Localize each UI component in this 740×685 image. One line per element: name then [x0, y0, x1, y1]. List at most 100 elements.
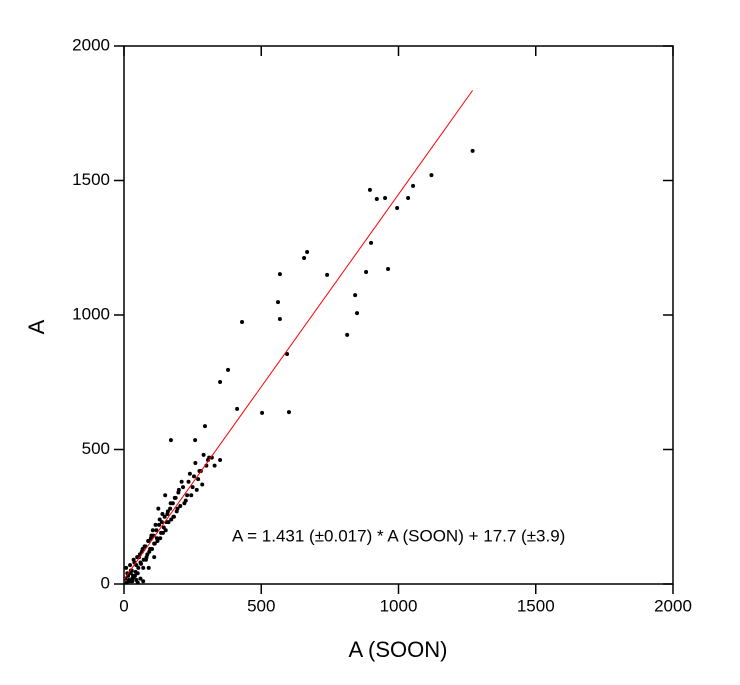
- point: [367, 187, 372, 192]
- fit-line: [123, 90, 474, 580]
- point: [353, 293, 358, 298]
- point: [302, 255, 307, 260]
- point: [125, 571, 130, 576]
- point: [128, 563, 133, 568]
- point: [168, 506, 173, 511]
- point: [411, 183, 416, 188]
- point: [171, 514, 176, 519]
- point: [131, 575, 136, 580]
- x-tick-label: 500: [247, 596, 275, 615]
- y-tick-label: 500: [82, 439, 110, 458]
- point: [202, 424, 207, 429]
- point: [386, 267, 391, 272]
- point: [186, 479, 191, 484]
- point: [212, 463, 217, 468]
- point: [144, 555, 149, 560]
- point: [133, 569, 138, 574]
- point: [141, 557, 146, 562]
- point: [190, 485, 195, 490]
- point: [200, 482, 205, 487]
- point: [369, 240, 374, 245]
- point: [141, 565, 146, 570]
- point: [345, 332, 350, 337]
- point: [156, 506, 161, 511]
- point: [429, 173, 434, 178]
- point: [140, 547, 145, 552]
- point: [149, 547, 154, 552]
- point: [179, 479, 184, 484]
- point: [135, 555, 140, 560]
- point: [374, 197, 379, 202]
- point: [194, 487, 199, 492]
- x-tick-label: 1000: [380, 596, 418, 615]
- point: [201, 452, 206, 457]
- point: [158, 536, 163, 541]
- point: [174, 509, 179, 514]
- point: [147, 549, 152, 554]
- point: [126, 577, 131, 582]
- point: [146, 538, 151, 543]
- point: [191, 474, 196, 479]
- point: [364, 269, 369, 274]
- point: [124, 580, 129, 585]
- point: [325, 272, 330, 277]
- point: [181, 485, 186, 490]
- point: [134, 577, 139, 582]
- point: [169, 517, 174, 522]
- y-axis-label: A: [24, 319, 49, 334]
- point: [286, 410, 291, 415]
- point: [124, 565, 129, 570]
- point: [123, 576, 128, 581]
- x-tick-label: 2000: [654, 596, 692, 615]
- point: [163, 528, 168, 533]
- point: [152, 555, 157, 560]
- point: [138, 576, 143, 581]
- point: [383, 195, 388, 200]
- point: [275, 300, 280, 305]
- y-tick-label: 1500: [72, 170, 110, 189]
- point: [406, 195, 411, 200]
- fit-equation: A = 1.431 (±0.017) * A (SOON) + 17.7 (±3…: [232, 526, 565, 545]
- point: [163, 493, 168, 498]
- point: [193, 460, 198, 465]
- point: [470, 148, 475, 153]
- point: [136, 565, 141, 570]
- point: [235, 406, 240, 411]
- x-tick-label: 0: [119, 596, 128, 615]
- point: [395, 205, 400, 210]
- x-axis-label: A (SOON): [348, 637, 447, 662]
- point: [226, 367, 231, 372]
- point: [152, 541, 157, 546]
- point: [153, 522, 158, 527]
- point: [139, 561, 144, 566]
- point: [130, 579, 135, 584]
- point: [165, 512, 170, 517]
- point: [178, 503, 183, 508]
- point: [160, 512, 165, 517]
- point: [185, 493, 190, 498]
- point: [218, 457, 223, 462]
- point: [187, 471, 192, 476]
- point: [285, 352, 290, 357]
- point: [141, 579, 146, 584]
- point: [193, 438, 198, 443]
- plot-frame: [123, 45, 674, 585]
- y-tick-label: 1000: [72, 304, 110, 323]
- point: [168, 438, 173, 443]
- y-tick-label: 0: [101, 573, 110, 592]
- point: [162, 514, 167, 519]
- point: [305, 250, 310, 255]
- point: [159, 520, 164, 525]
- point: [260, 410, 265, 415]
- point: [173, 495, 178, 500]
- point: [166, 520, 171, 525]
- point: [150, 528, 155, 533]
- point: [189, 493, 194, 498]
- point: [355, 311, 360, 316]
- point: [170, 501, 175, 506]
- point: [157, 522, 162, 527]
- point: [154, 528, 159, 533]
- point: [146, 565, 151, 570]
- point: [157, 517, 162, 522]
